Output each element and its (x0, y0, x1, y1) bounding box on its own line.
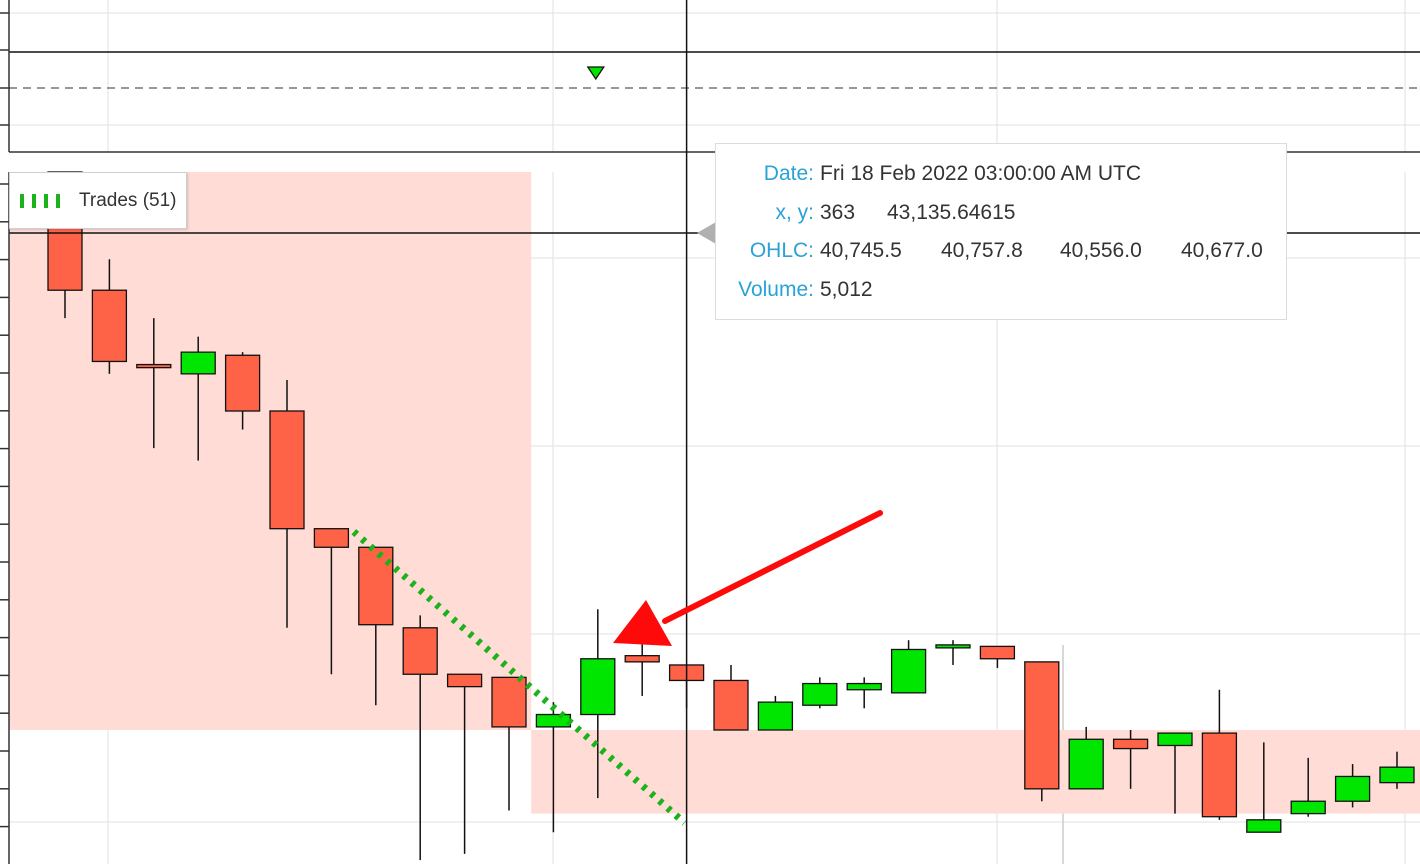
tooltip-date-label: Date: (763, 162, 814, 185)
candle-body-17 (802, 682, 838, 706)
candle-body-26 (1201, 732, 1238, 818)
candle-8 (402, 615, 438, 861)
candle-9 (446, 673, 483, 854)
tooltip-high-value: 40,757.8 (941, 239, 1023, 262)
tooltip-date-value: Fri 18 Feb 2022 03:00:00 AM UTC (820, 162, 1141, 185)
candle-body-25 (1157, 732, 1193, 747)
tooltip-volume-value: 5,012 (820, 278, 873, 301)
candle-18 (846, 677, 882, 709)
tooltip-pointer (697, 222, 716, 244)
indicator-panel (0, 0, 1420, 153)
candle-body-24 (1112, 738, 1149, 750)
candle-body-7 (358, 546, 394, 626)
candle-25 (1157, 732, 1193, 814)
tooltip-close-value: 40,677.0 (1181, 239, 1263, 262)
candle-21 (979, 645, 1016, 669)
candle-7 (358, 546, 394, 706)
tooltip-low-value: 40,556.0 (1060, 239, 1142, 262)
zone-1 (531, 730, 1420, 814)
candle-body-28 (1290, 800, 1326, 815)
candle-body-16 (757, 701, 794, 731)
candle-20 (935, 640, 971, 665)
candle-body-6 (313, 528, 350, 548)
signal-marker (586, 66, 606, 81)
crosshair-tooltip: Date: Fri 18 Feb 2022 03:00:00 AM UTC x,… (715, 143, 1287, 320)
candle-28 (1290, 757, 1326, 817)
candlestick-series (47, 171, 1415, 861)
candle-2 (136, 318, 172, 449)
candle-body-30 (1379, 766, 1415, 784)
candle-body-8 (402, 627, 438, 675)
candle-body-22 (1024, 661, 1060, 790)
candle-body-15 (713, 679, 749, 731)
tooltip-x-value: 363 (820, 201, 856, 224)
candle-body-10 (491, 676, 527, 728)
candle-22 (1024, 661, 1060, 802)
candle-23 (1068, 726, 1104, 790)
candle-body-4 (224, 354, 261, 412)
candle-5 (269, 380, 305, 628)
candle-body-21 (979, 645, 1016, 660)
candle-29 (1334, 764, 1371, 808)
candle-body-9 (446, 673, 483, 688)
candle-16 (757, 695, 794, 731)
annotation-arrow (613, 510, 883, 646)
candle-body-20 (935, 644, 971, 649)
y-axis-ticks (0, 183, 9, 828)
candle-30 (1379, 751, 1415, 789)
candle-19 (890, 640, 927, 694)
trade-lines (351, 529, 687, 826)
candle-15 (713, 664, 749, 731)
candle-body-2 (136, 363, 172, 369)
candle-24 (1112, 730, 1149, 789)
candle-1 (91, 259, 128, 374)
tooltip-xy-label: x, y: (775, 201, 814, 224)
candle-12 (580, 609, 616, 799)
candle-body-3 (180, 351, 216, 375)
candle-body-12 (580, 658, 616, 716)
candle-body-1 (91, 289, 128, 363)
tooltip-y-value: 43,135.64615 (887, 201, 1016, 224)
legend-label-trades: Trades (51) (79, 190, 177, 211)
candle-body-23 (1068, 738, 1104, 790)
chart-legend[interactable]: Trades (51) (9, 172, 187, 229)
signal-triangle (586, 66, 606, 81)
candle-body-19 (890, 648, 927, 694)
candle-body-27 (1246, 819, 1282, 833)
candle-body-13 (624, 655, 660, 663)
candle-17 (802, 677, 838, 709)
trade-line-0 (351, 529, 687, 826)
candle-body-5 (269, 410, 305, 530)
candle-3 (180, 336, 216, 461)
tooltip-ohlc-label: OHLC: (749, 239, 814, 262)
candle-10 (491, 676, 527, 811)
candle-body-18 (846, 682, 882, 691)
tooltip-volume-label: Volume: (738, 278, 814, 301)
candle-body-11 (535, 713, 572, 728)
candle-4 (224, 352, 261, 430)
tooltip-open-value: 40,745.5 (820, 239, 902, 262)
candle-body-29 (1334, 775, 1371, 802)
legend-swatch-dashed (20, 194, 68, 208)
candle-27 (1246, 742, 1282, 833)
candle-6 (313, 528, 350, 675)
candle-26 (1201, 689, 1238, 820)
